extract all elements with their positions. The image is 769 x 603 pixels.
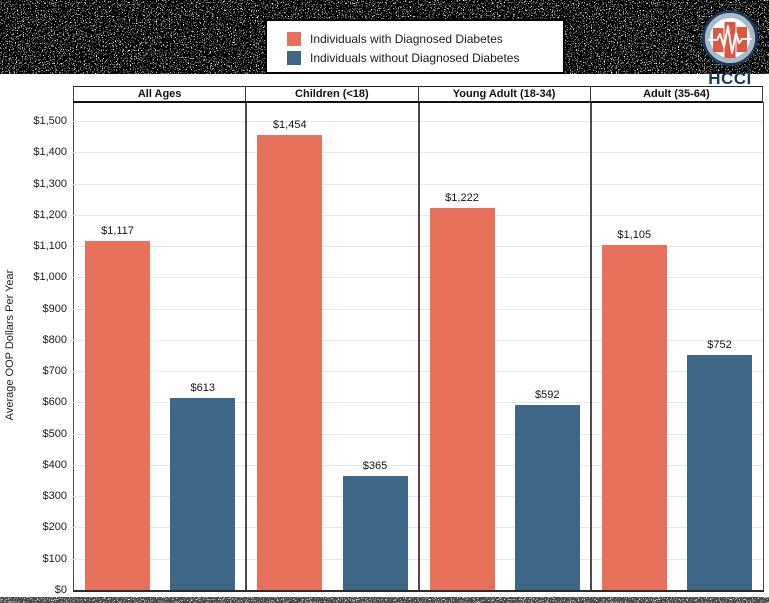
panel-title-all-ages: All Ages <box>73 87 245 101</box>
y-axis-tick-label: $1,200 <box>33 208 67 221</box>
bar-value-label: $1,454 <box>272 119 307 132</box>
hcci-logo-text: HCCI <box>708 69 752 88</box>
bar-value-label: $592 <box>535 388 560 401</box>
legend-label-without-diabetes: Individuals without Diagnosed Diabetes <box>310 50 520 65</box>
bar <box>687 354 752 590</box>
bar-value-label: $613 <box>190 382 215 395</box>
y-axis-tick-label: $400 <box>42 458 67 471</box>
y-axis-tick-label: $900 <box>42 302 67 315</box>
y-axis-tick-label: $800 <box>42 333 67 346</box>
bar <box>342 475 408 590</box>
hcci-logo-icon <box>702 10 758 66</box>
panel-header-row: All Ages Children (<18) Young Adult (18-… <box>73 86 763 103</box>
panel-divider <box>245 102 248 590</box>
y-axis-tick-label: $1,400 <box>33 146 67 159</box>
gridline <box>70 277 763 279</box>
gridline <box>70 527 763 529</box>
legend-swatch-without-diabetes <box>287 50 301 65</box>
gridline <box>70 402 763 404</box>
gridline <box>70 464 763 466</box>
bar <box>170 398 236 590</box>
y-axis-tick-label: $1,100 <box>33 240 67 253</box>
bar-value-label: $1,222 <box>445 191 479 204</box>
y-axis-tick-label: $700 <box>42 365 67 378</box>
noise-background-bottom <box>0 597 769 603</box>
legend-item: Individuals with Diagnosed Diabetes <box>287 29 563 48</box>
bar <box>85 240 150 590</box>
gridline <box>70 214 763 216</box>
gridline <box>70 496 763 498</box>
y-axis-tick-label: $1,300 <box>33 177 67 190</box>
plot-area: $1,117 $613 $1,454 $365 $1,222 $592 $1,105 $752 <box>70 102 764 592</box>
gridline <box>70 433 763 435</box>
bar-value-label: $752 <box>707 338 732 351</box>
bar <box>429 207 495 590</box>
y-axis-tick-label: $200 <box>42 521 67 534</box>
gridline <box>70 558 763 560</box>
legend: Individuals with Diagnosed Diabetes Indi… <box>265 19 565 74</box>
legend-item: Individuals without Diagnosed Diabetes <box>287 48 563 67</box>
y-axis-tick-label: $1,000 <box>33 271 67 284</box>
gridline <box>70 339 763 341</box>
gridline <box>70 152 763 154</box>
gridline <box>70 183 763 185</box>
y-axis-tick-label: $600 <box>42 396 67 409</box>
y-axis-tick-label: $0 <box>54 584 67 596</box>
y-axis-tick-label: $500 <box>42 427 67 440</box>
gridline <box>70 308 763 310</box>
hcci-logo: HCCI <box>701 9 759 88</box>
y-axis-tick-label: $100 <box>42 552 67 565</box>
bar <box>257 135 323 590</box>
gridline <box>70 121 763 122</box>
y-axis-tick-label: $1,500 <box>33 115 67 127</box>
legend-swatch-with-diabetes <box>287 31 301 46</box>
legend-label-with-diabetes: Individuals with Diagnosed Diabetes <box>310 31 503 46</box>
gridline <box>70 246 763 248</box>
bar <box>514 404 580 590</box>
y-axis-tick-label: $300 <box>42 490 67 503</box>
bar <box>601 244 667 590</box>
gridline <box>70 371 763 373</box>
bar-value-label: $365 <box>362 459 388 472</box>
panel-divider <box>589 102 592 590</box>
panel-title-adult: Adult (35-64) <box>589 87 762 101</box>
panel-title-children: Children (<18) <box>245 87 417 101</box>
panel-divider <box>417 102 420 590</box>
bar-value-label: $1,105 <box>617 228 652 241</box>
panel-title-young-adult: Young Adult (18-34) <box>417 87 590 101</box>
bar-value-label: $1,117 <box>101 224 134 237</box>
